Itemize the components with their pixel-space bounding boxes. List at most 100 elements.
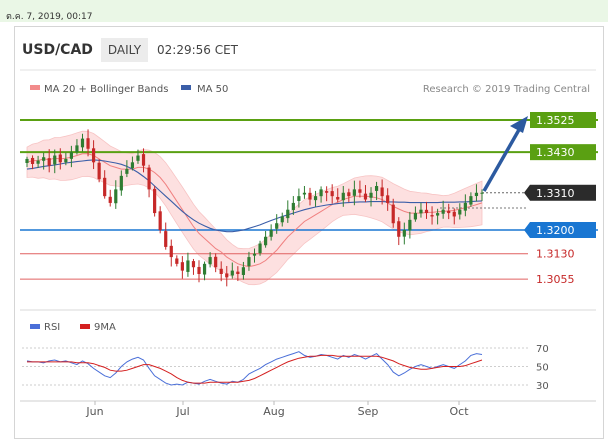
- candle-body: [58, 154, 62, 163]
- price-label-text: 1.3525: [536, 114, 575, 127]
- candle: [69, 145, 73, 168]
- rsi-tick-label: 50: [536, 363, 549, 374]
- candle: [153, 186, 157, 217]
- timestamp-bar: ต.ค. 7, 2019, 00:17: [0, 0, 608, 22]
- candle: [158, 206, 162, 234]
- candle: [225, 266, 229, 287]
- candle-body: [208, 257, 212, 265]
- candle: [325, 186, 329, 202]
- candle-body: [391, 204, 395, 224]
- candle: [36, 155, 40, 168]
- ma50-legend-label: MA 50: [197, 84, 228, 95]
- candle: [180, 256, 184, 279]
- candlestick-series: [25, 129, 484, 287]
- candle: [147, 164, 151, 198]
- candle: [308, 187, 312, 206]
- candle-body: [380, 187, 384, 197]
- candle-body: [447, 210, 451, 214]
- price-label-box: [530, 144, 596, 161]
- candle: [169, 239, 173, 267]
- candle: [380, 179, 384, 205]
- candle: [347, 188, 351, 203]
- candle-body: [153, 188, 157, 214]
- candle-body: [441, 209, 445, 214]
- candle: [336, 188, 340, 203]
- candle-body: [336, 196, 340, 200]
- candle: [352, 180, 356, 206]
- candle-body: [424, 209, 429, 214]
- candle-body: [347, 192, 351, 197]
- candle: [130, 156, 135, 171]
- candle: [402, 222, 406, 245]
- candle-body: [69, 152, 73, 159]
- candle: [413, 206, 418, 222]
- candle-body: [463, 202, 467, 211]
- price-label-box: [530, 222, 596, 238]
- candle: [202, 261, 207, 281]
- candle-body: [369, 192, 373, 198]
- candle-body: [119, 175, 123, 191]
- candle-body: [363, 193, 368, 200]
- candle-body: [64, 158, 68, 163]
- candle-body: [480, 192, 484, 194]
- support-label-text: 1.3130: [536, 248, 575, 261]
- candle: [441, 200, 445, 219]
- candle-body: [30, 157, 35, 164]
- candle: [319, 186, 323, 203]
- ma50-legend-swatch: [181, 85, 191, 90]
- candle: [313, 190, 318, 207]
- candle-body: [280, 216, 284, 223]
- candle-body: [103, 177, 107, 197]
- candle: [424, 201, 429, 219]
- candle-body: [225, 273, 229, 278]
- candle-body: [330, 191, 334, 197]
- candle: [119, 170, 123, 196]
- candle: [75, 139, 79, 155]
- candle-body: [402, 230, 406, 237]
- candle: [286, 200, 290, 223]
- candle: [208, 252, 212, 268]
- candle: [191, 258, 196, 275]
- price-label-pointer: [524, 222, 530, 238]
- candle: [252, 248, 257, 263]
- candle: [280, 212, 284, 227]
- rsi-legend-label: RSI: [44, 322, 60, 333]
- rsi-line: [26, 351, 483, 386]
- candle-body: [141, 154, 146, 166]
- candle-body: [214, 256, 218, 268]
- candle-body: [474, 192, 479, 197]
- candle-body: [358, 189, 362, 193]
- candle: [258, 240, 262, 256]
- candle: [330, 184, 334, 204]
- x-tick-label: Jul: [175, 405, 189, 418]
- rsi-pane: 30 50 70: [22, 344, 549, 392]
- candle-body: [186, 260, 190, 272]
- candle-body: [125, 169, 129, 174]
- price-label-resistance: 1.3525: [530, 112, 596, 128]
- candle: [236, 266, 240, 282]
- candle-body: [436, 213, 440, 216]
- level-labels: 1.3525 1.3430 1.3310 1.3200 1.3130 1.3055: [524, 112, 596, 286]
- timeframe-badge[interactable]: DAILY: [101, 38, 148, 62]
- candle-body: [286, 209, 290, 219]
- candle: [474, 184, 479, 202]
- price-label-box: [530, 112, 596, 128]
- candle: [263, 231, 268, 248]
- bollinger-legend-swatch: [30, 85, 40, 90]
- candle-body: [269, 230, 273, 237]
- candle: [419, 202, 423, 218]
- candle: [186, 252, 190, 277]
- candle-body: [241, 267, 246, 275]
- candle-body: [180, 262, 184, 271]
- candle: [386, 188, 390, 211]
- candle: [452, 208, 456, 225]
- candle: [25, 156, 29, 168]
- candle: [47, 149, 51, 173]
- candle-body: [47, 158, 51, 166]
- price-label-text: 1.3200: [536, 224, 575, 237]
- candle-body: [397, 221, 401, 237]
- candle-body: [42, 157, 46, 161]
- candle-body: [219, 268, 223, 274]
- x-tick-label: Aug: [263, 405, 284, 418]
